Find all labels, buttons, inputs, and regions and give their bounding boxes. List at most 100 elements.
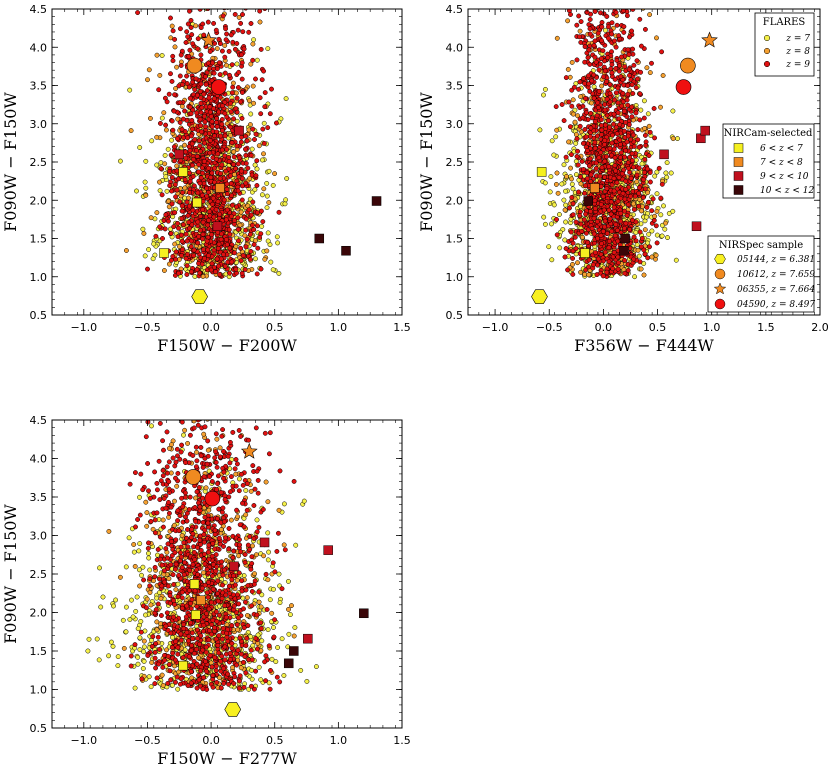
flares-point — [228, 1, 232, 5]
flares-point — [599, 24, 605, 30]
flares-point — [219, 162, 225, 168]
flares-point — [259, 223, 265, 229]
flares-point — [609, 152, 615, 158]
flares-point — [143, 192, 149, 198]
flares-point — [137, 145, 143, 150]
flares-point — [549, 221, 554, 227]
flares-point — [284, 176, 290, 181]
flares-point — [249, 222, 255, 228]
flares-point — [177, 120, 183, 125]
y-tick-label: 2.0 — [446, 194, 464, 207]
flares-point — [169, 118, 175, 124]
flares-point — [135, 661, 141, 667]
flares-point — [185, 213, 191, 219]
y-tick-label: 1.5 — [446, 233, 464, 246]
flares-point — [570, 261, 575, 267]
flares-point — [627, 154, 633, 160]
flares-point — [602, 137, 608, 143]
flares-point — [229, 62, 235, 68]
flares-point — [123, 248, 129, 253]
flares-point — [633, 157, 639, 163]
flares-point — [578, 94, 584, 100]
flares-point — [201, 181, 207, 186]
flares-point — [577, 213, 583, 219]
flares-point — [168, 71, 173, 77]
flares-point — [634, 58, 640, 64]
flares-point — [570, 111, 576, 117]
flares-point — [229, 193, 234, 199]
flares-point — [234, 118, 240, 124]
flares-point — [602, 27, 608, 33]
flares-point — [629, 104, 635, 110]
flares-point — [259, 157, 265, 163]
flares-point — [602, 249, 608, 255]
flares-point — [251, 100, 257, 106]
nirspec-point-06355 — [200, 31, 217, 48]
flares-point — [595, 30, 601, 36]
x-tick-label: 0.0 — [202, 321, 220, 334]
flares-point — [209, 232, 215, 238]
flares-point — [157, 188, 163, 194]
flares-point — [204, 185, 210, 191]
flares-point — [196, 260, 202, 266]
flares-point — [605, 118, 611, 124]
flares-point — [232, 250, 237, 256]
y-tick-label: 0.5 — [446, 309, 464, 322]
flares-point — [214, 124, 220, 130]
flares-point — [569, 59, 575, 65]
flares-point — [223, 37, 229, 43]
flares-point — [254, 183, 260, 188]
flares-point — [269, 86, 274, 92]
nirspec-point-04590 — [675, 79, 692, 95]
flares-point — [561, 118, 567, 124]
flares-point — [187, 225, 192, 231]
flares-point — [251, 227, 257, 233]
flares-point — [248, 248, 254, 254]
flares-point — [663, 170, 669, 176]
flares-point — [196, 234, 202, 239]
flares-point — [616, 68, 622, 74]
flares-point — [222, 99, 228, 105]
flares-point — [239, 197, 245, 203]
y-tick-label: 2.5 — [30, 156, 48, 169]
flares-point — [167, 168, 173, 174]
flares-point — [250, 126, 256, 132]
nirspec-point-06355 — [701, 31, 718, 48]
flares-point — [157, 590, 162, 596]
flares-point — [195, 240, 201, 246]
flares-point — [198, 123, 204, 129]
flares-point — [205, 19, 211, 25]
flares-point — [188, 238, 194, 244]
flares-point — [257, 19, 263, 25]
flares-point — [217, 41, 223, 47]
flares-point — [659, 233, 665, 239]
flares-point — [243, 133, 249, 139]
flares-point — [252, 162, 258, 168]
flares-point — [244, 138, 250, 144]
flares-point — [219, 48, 225, 54]
flares-point — [654, 240, 660, 246]
flares-point — [249, 146, 255, 152]
flares-point — [196, 169, 202, 175]
flares-point — [650, 196, 656, 202]
flares-point — [164, 188, 170, 194]
flares-point — [668, 170, 674, 176]
flares-point — [587, 31, 593, 37]
flares-point — [194, 267, 200, 273]
flares-point — [186, 195, 191, 201]
flares-point — [636, 203, 642, 209]
flares-point — [611, 111, 617, 117]
flares-point — [172, 92, 178, 98]
flares-point — [609, 228, 615, 234]
flares-point — [662, 226, 668, 232]
flares-point — [548, 174, 554, 180]
flares-point — [257, 95, 263, 101]
flares-point — [599, 127, 605, 133]
flares-point — [585, 55, 591, 61]
flares-point — [186, 203, 192, 209]
flares-point — [198, 52, 204, 58]
flares-point — [569, 176, 574, 182]
flares-point — [647, 170, 653, 175]
flares-point — [631, 164, 637, 170]
flares-point — [224, 207, 230, 213]
